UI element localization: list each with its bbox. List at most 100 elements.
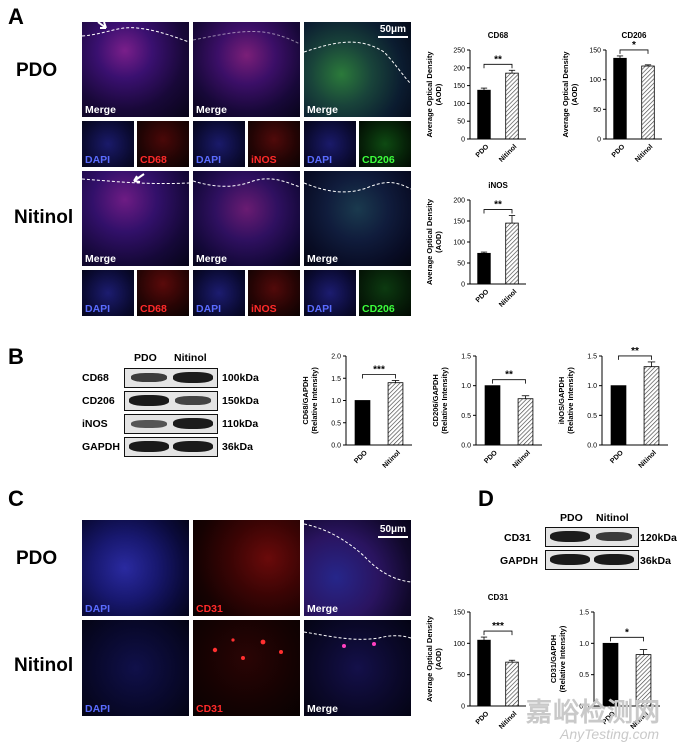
wb-b-band-cd206 <box>124 391 218 411</box>
bar-nitinol <box>387 382 404 446</box>
y-tick-label: 100 <box>453 101 465 108</box>
significance-stars: * <box>625 627 629 638</box>
chart-title: CD206 <box>622 31 647 40</box>
x-tick-label: Nitinol <box>498 143 518 163</box>
y-tick-label: 1.0 <box>579 641 589 648</box>
micrograph-a-nitinol-merge-cd68: Merge <box>82 171 189 266</box>
wb-b-protein-inos: iNOS <box>82 418 108 430</box>
scale-bar-a: 50μm <box>378 24 408 38</box>
micrograph-a-nitinol-dapi-1: DAPI <box>82 270 134 316</box>
micrograph-a-pdo-cd206: CD206 <box>359 121 411 167</box>
y-tick-label: 1.0 <box>331 398 341 405</box>
y-axis-label: CD31/GAPDH(Relative Intensity) <box>549 625 567 692</box>
row-label-nitinol-c: Nitinol <box>14 655 74 676</box>
y-axis-label: Average Optical Density(AOD) <box>425 51 443 138</box>
x-tick-label: Nitinol <box>498 288 518 308</box>
significance-bracket <box>618 355 652 360</box>
x-tick-label: Nitinol <box>498 710 518 730</box>
y-tick-label: 1.0 <box>461 383 471 390</box>
bar-pdo <box>354 400 371 446</box>
wb-d-size-36: 36kDa <box>640 555 671 567</box>
micrograph-a-pdo-inos: iNOS <box>248 121 300 167</box>
bar-chart-b-inos: iNOS/GAPDH(Relative Intensity) 0.0 0.5 1.0 1… <box>557 346 668 470</box>
y-tick-label: 50 <box>457 261 465 268</box>
y-tick-label: 1.5 <box>579 610 589 617</box>
wb-b-protein-cd206: CD206 <box>82 395 115 407</box>
x-tick-label: PDO <box>475 710 491 726</box>
wb-d-size-120: 120kDa <box>640 532 677 544</box>
micrograph-c-pdo-dapi: DAPI <box>82 520 189 616</box>
micrograph-a-nitinol-cd206: CD206 <box>359 270 411 316</box>
significance-bracket <box>483 209 513 214</box>
significance-bracket <box>610 636 644 642</box>
micrograph-a-pdo-merge-cd68: Merge <box>82 22 189 117</box>
micrograph-a-nitinol-merge-cd206: Merge <box>304 171 411 266</box>
stain-label-merge: Merge <box>196 253 227 265</box>
y-tick-label: 50 <box>457 672 465 679</box>
y-tick-label: 50 <box>593 107 601 114</box>
panel-letter-a: A <box>8 4 24 29</box>
scale-bar-c: 50μm <box>378 524 408 538</box>
y-tick-label: 1.5 <box>331 376 341 383</box>
wb-d-protein-gapdh: GAPDH <box>500 555 538 567</box>
bar-chart-c-cd31: CD31 Average Optical Density(AOD) 0 50 100 15… <box>425 593 526 731</box>
micrograph-a-pdo-dapi-1: DAPI <box>82 121 134 167</box>
wb-b-band-inos <box>124 414 218 434</box>
bar-pdo <box>477 639 491 707</box>
watermark-en: AnyTesting.com <box>560 726 660 742</box>
micrograph-c-nitinol-dapi: DAPI <box>82 620 189 716</box>
bar-pdo <box>477 252 491 285</box>
bar-nitinol <box>641 65 655 140</box>
bar-chart-d-cd31: CD31/GAPDH(Relative Intensity) 0.0 0.5 1.0 1… <box>549 610 660 731</box>
significance-bracket <box>619 49 649 54</box>
chart-title: iNOS <box>488 181 508 190</box>
y-tick-label: 0.5 <box>587 413 597 420</box>
y-tick-label: 0.0 <box>461 443 471 450</box>
y-tick-label: 0 <box>461 282 465 289</box>
x-tick-label: PDO <box>483 449 499 465</box>
bar-chart-a-inos: iNOS Average Optical Density(AOD) 0 50 100 15… <box>425 181 526 309</box>
y-tick-label: 1.0 <box>587 383 597 390</box>
micrograph-a-nitinol-dapi-2: DAPI <box>193 270 245 316</box>
x-tick-label: Nitinol <box>638 449 658 469</box>
y-axis-label: Average Optical Density(AOD) <box>425 615 443 702</box>
y-tick-label: 200 <box>453 65 465 72</box>
micrograph-c-nitinol-merge: Merge <box>304 620 411 716</box>
wb-d-protein-cd31: CD31 <box>504 532 531 544</box>
chart-title: CD68 <box>488 31 509 40</box>
micrograph-a-pdo-merge-inos: Merge <box>193 22 300 117</box>
bar-pdo <box>613 57 627 140</box>
y-tick-label: 100 <box>589 77 601 84</box>
x-tick-label: Nitinol <box>382 449 402 469</box>
significance-bracket <box>483 63 513 69</box>
significance-stars: ** <box>494 200 502 211</box>
stain-label-merge: Merge <box>307 104 338 116</box>
y-tick-label: 0.5 <box>331 420 341 427</box>
bar-nitinol <box>505 222 519 285</box>
y-tick-label: 0.5 <box>579 672 589 679</box>
y-tick-label: 150 <box>453 83 465 90</box>
x-tick-label: Nitinol <box>634 143 654 163</box>
y-tick-label: 150 <box>453 610 465 617</box>
significance-bracket <box>362 374 396 379</box>
bar-nitinol <box>505 661 519 707</box>
y-axis-label: Average Optical Density(AOD) <box>425 198 443 285</box>
micrograph-a-nitinol-merge-inos: Merge <box>193 171 300 266</box>
y-tick-label: 0 <box>461 137 465 144</box>
wb-b-size-36: 36kDa <box>222 441 253 453</box>
y-axis-label: CD206/GAPDH(Relative Intensity) <box>431 367 449 434</box>
micrograph-c-pdo-cd31: CD31 <box>193 520 300 616</box>
stain-label-merge: Merge <box>85 104 116 116</box>
wb-d-lane-nitinol: Nitinol <box>596 512 629 524</box>
significance-bracket <box>483 630 513 636</box>
stain-label-merge: Merge <box>307 703 338 715</box>
y-tick-label: 100 <box>453 240 465 247</box>
significance-stars: ** <box>505 370 513 381</box>
y-tick-label: 0.5 <box>461 413 471 420</box>
x-tick-label: PDO <box>475 288 491 304</box>
row-label-pdo-a: PDO <box>16 60 58 81</box>
bar-pdo <box>602 642 619 707</box>
micrograph-a-nitinol-dapi-3: DAPI <box>304 270 356 316</box>
chart-title: CD31 <box>488 593 509 602</box>
y-tick-label: 100 <box>453 641 465 648</box>
